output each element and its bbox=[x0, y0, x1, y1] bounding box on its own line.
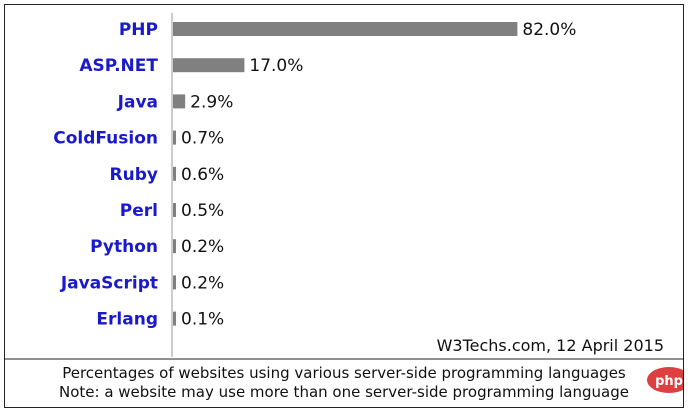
bar-chart: PHP 82.0% ASP.NET 17.0% Java 2.9% ColdFusion 0.… bbox=[5, 13, 683, 401]
caption-line-2: Note: a website may use more than one se… bbox=[59, 383, 629, 401]
category-label-asp-net: ASP.NET bbox=[79, 56, 158, 76]
watermark-text: php bbox=[655, 374, 683, 389]
source-label: W3Techs.com, 12 April 2015 bbox=[437, 336, 664, 355]
category-label-erlang: Erlang bbox=[96, 310, 158, 330]
value-label-erlang: 0.1% bbox=[181, 310, 224, 330]
value-label-asp-net: 17.0% bbox=[249, 56, 303, 76]
value-label-coldfusion: 0.7% bbox=[181, 129, 224, 149]
value-label-python: 0.2% bbox=[181, 237, 224, 257]
bar-coldfusion bbox=[173, 130, 176, 145]
bar-python bbox=[173, 239, 176, 254]
watermark-badge: php bbox=[647, 367, 683, 393]
watermark-badge-shape bbox=[647, 367, 683, 393]
bar-java bbox=[173, 94, 186, 109]
value-label-php: 82.0% bbox=[522, 20, 576, 40]
category-label-coldfusion: ColdFusion bbox=[53, 129, 158, 149]
category-label-perl: Perl bbox=[120, 201, 158, 221]
bar-ruby bbox=[173, 166, 176, 181]
bar-asp-net bbox=[173, 58, 245, 73]
category-label-java: Java bbox=[117, 92, 158, 112]
value-label-ruby: 0.6% bbox=[181, 165, 224, 185]
chart-frame: PHP 82.0% ASP.NET 17.0% Java 2.9% ColdFusion 0.… bbox=[4, 4, 684, 408]
bar-php bbox=[173, 22, 518, 36]
value-label-java: 2.9% bbox=[190, 92, 233, 112]
category-label-javascript: JavaScript bbox=[60, 273, 158, 293]
category-label-python: Python bbox=[90, 237, 158, 257]
caption-line-1: Percentages of websites using various se… bbox=[62, 364, 626, 382]
bar-perl bbox=[173, 203, 176, 217]
value-label-perl: 0.5% bbox=[181, 201, 224, 221]
bars-group: PHP 82.0% ASP.NET 17.0% Java 2.9% ColdFusion 0.… bbox=[53, 20, 576, 330]
bar-javascript bbox=[173, 275, 176, 290]
category-label-ruby: Ruby bbox=[110, 165, 158, 185]
value-label-javascript: 0.2% bbox=[181, 273, 224, 293]
category-label-php: PHP bbox=[119, 20, 158, 40]
bar-erlang bbox=[173, 311, 176, 326]
